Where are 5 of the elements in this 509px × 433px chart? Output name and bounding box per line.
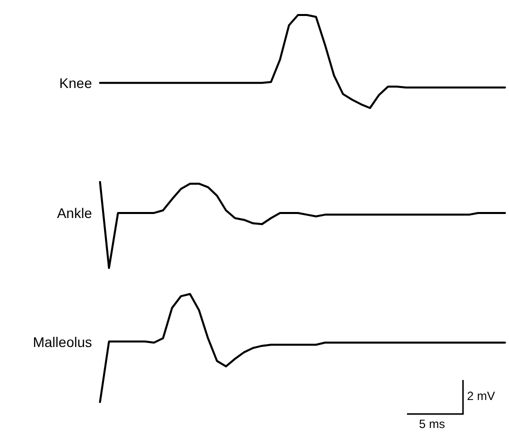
series-label: Ankle [56, 204, 92, 221]
text: 5 ms [419, 417, 446, 431]
series-label: Malleolus [32, 334, 92, 350]
series-label: Knee [59, 74, 92, 91]
annotation: 2 mV [467, 389, 496, 403]
